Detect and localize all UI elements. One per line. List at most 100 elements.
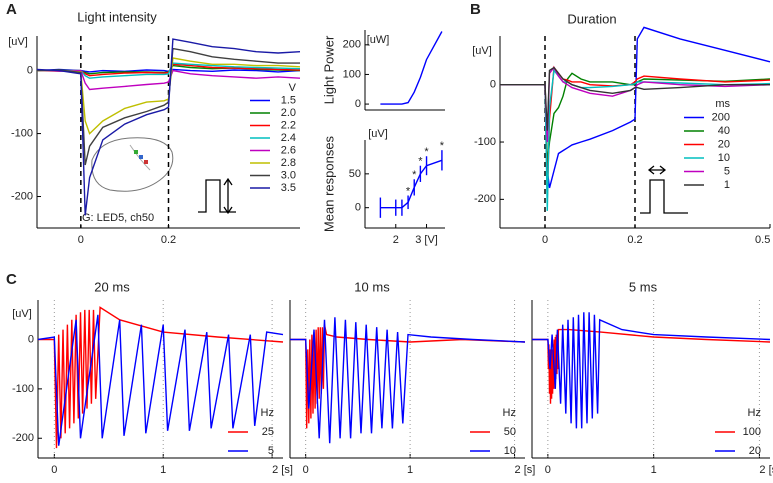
x-tick-label: 0.5 [s] bbox=[755, 234, 773, 246]
legend-label: 1 bbox=[724, 179, 730, 191]
y-tick-label: 50 bbox=[349, 168, 361, 180]
x-tick-label: 2 bbox=[393, 234, 399, 246]
y-tick-label: -200 bbox=[474, 193, 496, 205]
subplot: 20 ms [uV] -200 -100 0 0 1 2 [s] 25 5 Hz bbox=[12, 279, 293, 475]
legend-title: V bbox=[289, 82, 297, 94]
data-line bbox=[380, 31, 443, 105]
x-tick-label: 3 [V] bbox=[415, 234, 438, 246]
y-tick-label: -100 bbox=[11, 127, 33, 139]
data-line bbox=[36, 38, 301, 216]
x-tick-label: 0.2 bbox=[627, 234, 642, 246]
legend-label: 25 bbox=[262, 426, 274, 438]
y-tick-label: -100 bbox=[474, 136, 496, 148]
panel-label: B bbox=[470, 1, 481, 18]
x-tick-label: 0 bbox=[303, 464, 309, 476]
y-unit: [uV] bbox=[368, 128, 388, 140]
y-tick-label: 0 bbox=[355, 202, 361, 214]
x-tick-label: 1 bbox=[407, 464, 413, 476]
legend-label: 20 bbox=[718, 138, 730, 150]
x-tick-label: 2 [s] bbox=[759, 464, 773, 476]
legend-label: 3.5 bbox=[281, 182, 296, 194]
legend-label: 2.8 bbox=[281, 157, 296, 169]
data-line bbox=[380, 159, 443, 209]
legend-title: Hz bbox=[748, 407, 761, 419]
legend-label: 40 bbox=[718, 125, 730, 137]
y-tick-label: 0 bbox=[355, 98, 361, 110]
legend-label: 3.0 bbox=[281, 169, 296, 181]
brain-inset bbox=[91, 137, 174, 192]
x-tick-label: 0 bbox=[78, 234, 84, 246]
data-line bbox=[36, 63, 301, 77]
significance-star: * bbox=[440, 140, 445, 152]
legend-label: 5 bbox=[268, 445, 274, 457]
legend-title: Hz bbox=[261, 407, 274, 419]
data-line bbox=[37, 57, 301, 135]
legend-title: ms bbox=[715, 98, 730, 110]
y-tick-label: 100 bbox=[343, 68, 361, 80]
legend-label: 20 bbox=[749, 445, 761, 457]
legend-label: 50 bbox=[504, 426, 516, 438]
x-tick-label: 0 bbox=[51, 464, 57, 476]
y-tick-label: 200 bbox=[343, 39, 361, 51]
panel-label: A bbox=[6, 1, 17, 18]
y-tick-label: 0 bbox=[490, 79, 496, 91]
chart-title: Light intensity bbox=[77, 9, 157, 24]
chart-title: 20 ms bbox=[94, 279, 130, 294]
y-tick-label: -200 bbox=[11, 190, 33, 202]
x-tick-label: 0 bbox=[542, 234, 548, 246]
significance-star: * bbox=[424, 146, 429, 158]
data-line bbox=[38, 306, 284, 449]
y-unit: [uV] bbox=[472, 45, 492, 57]
subplot: 10 ms 0 1 2 [s] 50 10 Hz bbox=[289, 279, 536, 476]
legend-label: 2.6 bbox=[281, 144, 296, 156]
x-tick-label: 0.2 bbox=[161, 234, 176, 246]
y-tick-label: 0 bbox=[28, 333, 34, 345]
chart-title: Duration bbox=[567, 11, 616, 26]
chart-title: 5 ms bbox=[629, 279, 658, 294]
legend-label: 1.5 bbox=[281, 94, 296, 106]
x-tick-label: 2 [s] bbox=[272, 464, 293, 476]
data-line bbox=[37, 314, 284, 446]
y-tick-label: 0 bbox=[27, 65, 33, 77]
annotation: G: LED5, ch50 bbox=[82, 212, 154, 224]
pulse-icon bbox=[640, 165, 688, 214]
x-tick-label: 1 bbox=[160, 464, 166, 476]
panel-label: C bbox=[6, 271, 17, 288]
x-tick-label: 0 bbox=[545, 464, 551, 476]
x-tick-label: 2 [s] bbox=[515, 464, 536, 476]
y-axis-label: Mean responses bbox=[321, 135, 336, 232]
legend-label: 10 bbox=[718, 152, 730, 164]
legend-label: 200 bbox=[712, 111, 730, 123]
legend-label: 10 bbox=[504, 445, 516, 457]
significance-star: * bbox=[406, 185, 411, 197]
data-line bbox=[37, 62, 301, 79]
subplot: [uW] Light Power 0 100 200 bbox=[321, 30, 445, 111]
significance-star: * bbox=[418, 156, 423, 168]
y-unit: [uW] bbox=[367, 34, 390, 46]
chart-title: 10 ms bbox=[354, 279, 390, 294]
legend-label: 2.0 bbox=[281, 107, 296, 119]
data-line bbox=[290, 317, 526, 444]
pulse-icon bbox=[198, 177, 236, 215]
data-line bbox=[36, 47, 300, 166]
y-axis-label: Light Power bbox=[321, 35, 336, 104]
legend-title: Hz bbox=[503, 407, 516, 419]
data-line bbox=[500, 66, 770, 131]
data-line bbox=[36, 68, 301, 73]
y-tick-label: -200 bbox=[12, 432, 34, 444]
x-tick-label: 1 bbox=[651, 464, 657, 476]
y-unit: [uV] bbox=[8, 36, 28, 48]
data-line bbox=[36, 69, 301, 91]
subplot: 5 ms 0 1 2 [s] 100 20 Hz bbox=[531, 279, 773, 476]
data-line bbox=[532, 328, 771, 404]
legend-label: 2.2 bbox=[281, 119, 296, 131]
legend-label: 5 bbox=[724, 165, 730, 177]
legend-label: 100 bbox=[743, 426, 761, 438]
significance-star: * bbox=[412, 169, 417, 181]
data-line bbox=[532, 312, 771, 429]
y-tick-label: -100 bbox=[12, 383, 34, 395]
